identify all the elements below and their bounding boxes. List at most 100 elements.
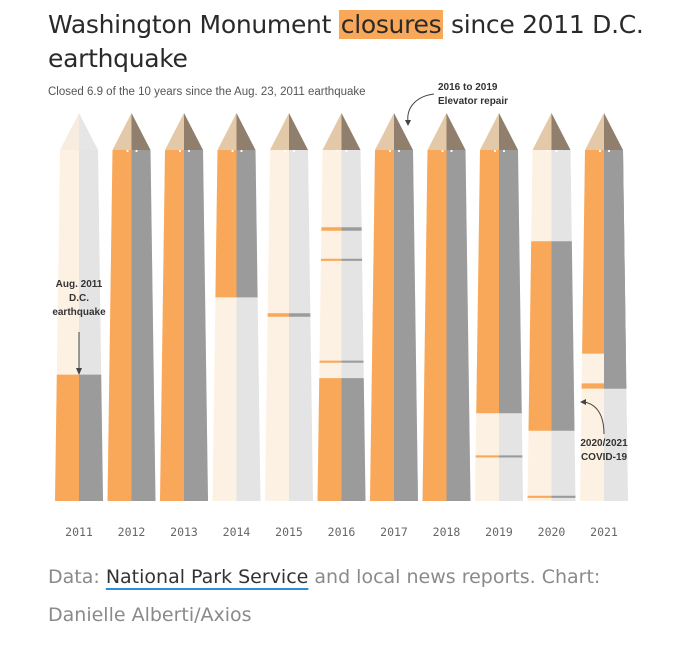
annotation-earthquake: Aug. 2011 D.C. earthquake xyxy=(52,279,106,318)
window-dot xyxy=(292,149,296,153)
closed-band-left xyxy=(107,150,132,501)
obelisk-2017 xyxy=(370,113,418,501)
cap-left xyxy=(480,113,499,150)
year-label-2016: 2016 xyxy=(328,525,356,539)
covid-arrowhead xyxy=(580,399,586,405)
window-dot xyxy=(240,149,243,153)
closed-band-left xyxy=(422,150,447,501)
closed-band-right xyxy=(184,150,208,501)
year-label-2021: 2021 xyxy=(590,525,618,539)
cap-right xyxy=(131,113,151,150)
obelisk-2020 xyxy=(527,113,576,501)
window-dot xyxy=(598,149,602,153)
window-dot xyxy=(283,149,287,153)
annotation-covid: 2020/2021 COVID-19 xyxy=(580,438,628,463)
closed-band-right xyxy=(446,150,471,501)
cap-right xyxy=(341,113,361,150)
cap-left xyxy=(217,113,237,150)
chart-subtitle: Closed 6.9 of the 10 years since the Aug… xyxy=(48,86,366,98)
window-dot xyxy=(336,149,339,153)
obelisk-2015 xyxy=(265,113,313,501)
closed-band-left xyxy=(475,455,499,458)
closed-band-left xyxy=(215,150,237,298)
closed-band-right xyxy=(341,258,363,261)
cap-right xyxy=(79,113,98,150)
window-dot xyxy=(546,149,549,153)
window-dot xyxy=(187,149,191,153)
obelisk-2014 xyxy=(212,113,261,501)
closed-band-right xyxy=(499,150,522,414)
cap-left xyxy=(585,113,604,150)
annotations-group: Aug. 2011 D.C. earthquake 2016 to 2019 Eleva… xyxy=(52,82,628,463)
cap-left xyxy=(60,113,79,150)
window-dot xyxy=(388,149,392,153)
closed-band-left xyxy=(317,378,342,501)
shaft-left-open xyxy=(265,150,289,501)
closed-band-right xyxy=(341,227,362,231)
closed-band-right xyxy=(341,360,364,363)
window-dot xyxy=(441,149,444,153)
window-dot xyxy=(397,149,401,153)
obelisks-group xyxy=(55,113,628,501)
window-dot xyxy=(345,149,348,153)
cap-right xyxy=(551,113,571,150)
closed-band-right xyxy=(604,150,627,389)
closed-band-left xyxy=(320,258,342,261)
year-label-2013: 2013 xyxy=(170,525,198,539)
obelisk-2016 xyxy=(317,113,366,501)
cap-right xyxy=(446,113,466,150)
window-dot xyxy=(135,149,138,153)
cap-right xyxy=(289,113,308,150)
window-dot xyxy=(555,149,558,153)
cap-left xyxy=(427,113,447,150)
obelisk-2011 xyxy=(55,113,103,501)
year-label-2017: 2017 xyxy=(380,525,408,539)
window-dot xyxy=(231,149,234,153)
obelisk-2013 xyxy=(160,113,208,501)
year-axis: 2011 2012 2013 2014 2015 2016 2017 2018 2019 2020… xyxy=(65,525,618,539)
window-dot xyxy=(126,149,129,153)
cap-right xyxy=(184,113,203,150)
window-dot xyxy=(502,149,506,153)
source-note: Data: National Park Service and local ne… xyxy=(48,566,601,626)
covid-arrow xyxy=(583,401,605,435)
closed-band-right xyxy=(79,374,103,501)
cap-left xyxy=(322,113,342,150)
cap-right xyxy=(499,113,518,150)
chart-title: Washington Monument closures since 2011 … xyxy=(48,10,644,73)
closed-band-right xyxy=(236,150,258,298)
year-label-2015: 2015 xyxy=(275,525,303,539)
window-dot xyxy=(178,149,182,153)
obelisk-2012 xyxy=(107,113,156,501)
window-dot xyxy=(607,149,611,153)
elevator-arrow xyxy=(407,93,435,123)
cap-right xyxy=(604,113,623,150)
cap-left xyxy=(532,113,552,150)
closed-band-right xyxy=(131,150,156,501)
closed-band-left xyxy=(321,227,342,231)
earthquake-arrowhead xyxy=(76,368,82,375)
closed-band-left xyxy=(160,150,184,501)
closed-band-left xyxy=(319,360,342,363)
window-dot xyxy=(493,149,497,153)
closed-band-right xyxy=(499,455,523,458)
source-link[interactable]: National Park Service xyxy=(105,566,309,588)
cap-left xyxy=(375,113,394,150)
closed-band-right xyxy=(551,241,575,431)
title-highlight: closures xyxy=(338,10,444,39)
obelisk-2018 xyxy=(422,113,471,501)
year-label-2018: 2018 xyxy=(433,525,461,539)
year-label-2011: 2011 xyxy=(65,525,93,539)
closed-band-left xyxy=(528,241,552,431)
closed-band-right xyxy=(341,378,366,501)
shaft-right-open xyxy=(289,150,313,501)
year-label-2012: 2012 xyxy=(118,525,146,539)
year-label-2014: 2014 xyxy=(223,525,251,539)
closed-band-right xyxy=(394,150,418,501)
obelisk-2021 xyxy=(580,113,628,501)
cap-left xyxy=(165,113,184,150)
cap-right xyxy=(394,113,413,150)
cap-left xyxy=(112,113,132,150)
year-label-2019: 2019 xyxy=(485,525,513,539)
closed-band-left xyxy=(267,313,289,317)
